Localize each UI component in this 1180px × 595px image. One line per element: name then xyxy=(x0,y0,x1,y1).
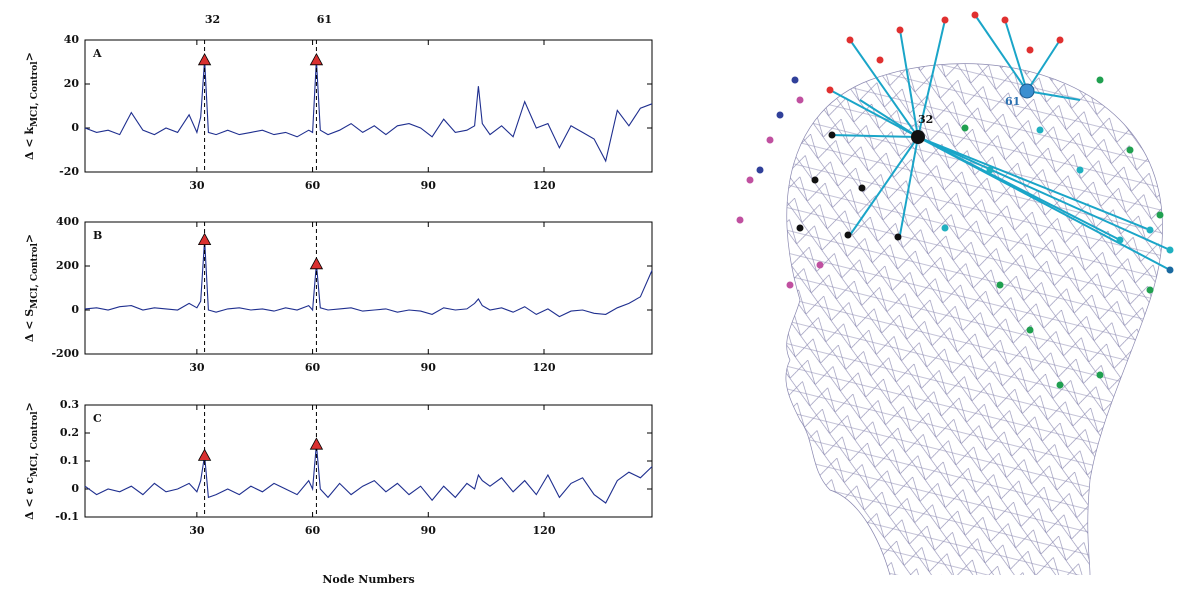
connections xyxy=(829,14,1171,271)
node-32 xyxy=(911,130,925,144)
peak-marker xyxy=(197,232,212,245)
y-tick-label: 20 xyxy=(64,77,80,90)
y-tick-label: 0 xyxy=(71,121,79,134)
peak-marker xyxy=(197,52,212,66)
y-label-end: > xyxy=(23,402,36,411)
y-tick-label: 0.2 xyxy=(60,426,79,439)
y-tick-label: 400 xyxy=(56,215,79,228)
head-illustration: 32 61 xyxy=(736,11,1174,576)
x-tick-label: 120 xyxy=(533,179,556,192)
plot-frame xyxy=(84,39,653,173)
y-axis-label: Δ < e cMCI, Control> xyxy=(23,402,40,520)
y-tick-label: 40 xyxy=(64,33,80,46)
y-axis-label: Δ < kMCI, Control> xyxy=(23,52,40,160)
y-label-main: Δ < S xyxy=(23,309,36,342)
y-label-sub: MCI, Control xyxy=(30,243,40,309)
x-tick-label: 90 xyxy=(421,361,437,374)
y-tick-label: -0.1 xyxy=(55,510,79,523)
y-tick-label: 0.1 xyxy=(60,454,79,467)
y-tick-label: 200 xyxy=(56,259,79,272)
x-tick-label: 30 xyxy=(189,524,205,537)
x-tick-label: 30 xyxy=(189,361,205,374)
x-tick-label: 60 xyxy=(305,361,321,374)
y-label-end: > xyxy=(23,52,36,61)
y-axis-label: Δ < SMCI, Control> xyxy=(23,234,40,342)
node-61 xyxy=(1019,83,1035,99)
peak-marker xyxy=(309,256,324,270)
x-tick-label: 30 xyxy=(189,179,205,192)
x-tick-label: 90 xyxy=(421,179,437,192)
panel-label: C xyxy=(93,412,102,425)
plot-frame xyxy=(84,221,653,355)
y-tick-label: -200 xyxy=(51,347,79,360)
node-label: 61 xyxy=(1005,95,1020,108)
peak-marker xyxy=(197,448,212,461)
panel-label: A xyxy=(92,47,102,60)
y-tick-label: -20 xyxy=(59,165,79,178)
electrodes xyxy=(736,11,1174,389)
y-tick-label: 0 xyxy=(71,482,79,495)
head-mesh xyxy=(785,63,1163,575)
highlight-label: 32 xyxy=(205,13,220,26)
x-tick-label: 60 xyxy=(305,179,321,192)
x-tick-label: 120 xyxy=(533,361,556,374)
highlight-label: 61 xyxy=(317,13,332,26)
plot-frame xyxy=(84,404,653,518)
y-label-main: Δ < e c xyxy=(23,477,36,520)
series-line xyxy=(84,444,653,504)
y-tick-label: 0 xyxy=(71,303,79,316)
y-tick-label: 0.3 xyxy=(60,398,79,411)
y-label-sub: MCI, Control xyxy=(30,411,40,477)
y-label-main: Δ < k xyxy=(23,127,36,160)
x-tick-label: 120 xyxy=(533,524,556,537)
y-label-end: > xyxy=(23,234,36,243)
peak-marker xyxy=(309,437,324,450)
head-outline xyxy=(785,63,1163,576)
node-label: 32 xyxy=(918,113,933,126)
x-axis-label: Node Numbers xyxy=(322,573,414,586)
peak-marker xyxy=(309,52,324,66)
series-line xyxy=(84,239,653,318)
x-tick-label: 60 xyxy=(305,524,321,537)
x-tick-label: 90 xyxy=(421,524,437,537)
panel-label: B xyxy=(93,229,102,242)
y-label-sub: MCI, Control xyxy=(30,61,40,127)
series-line xyxy=(84,59,653,163)
